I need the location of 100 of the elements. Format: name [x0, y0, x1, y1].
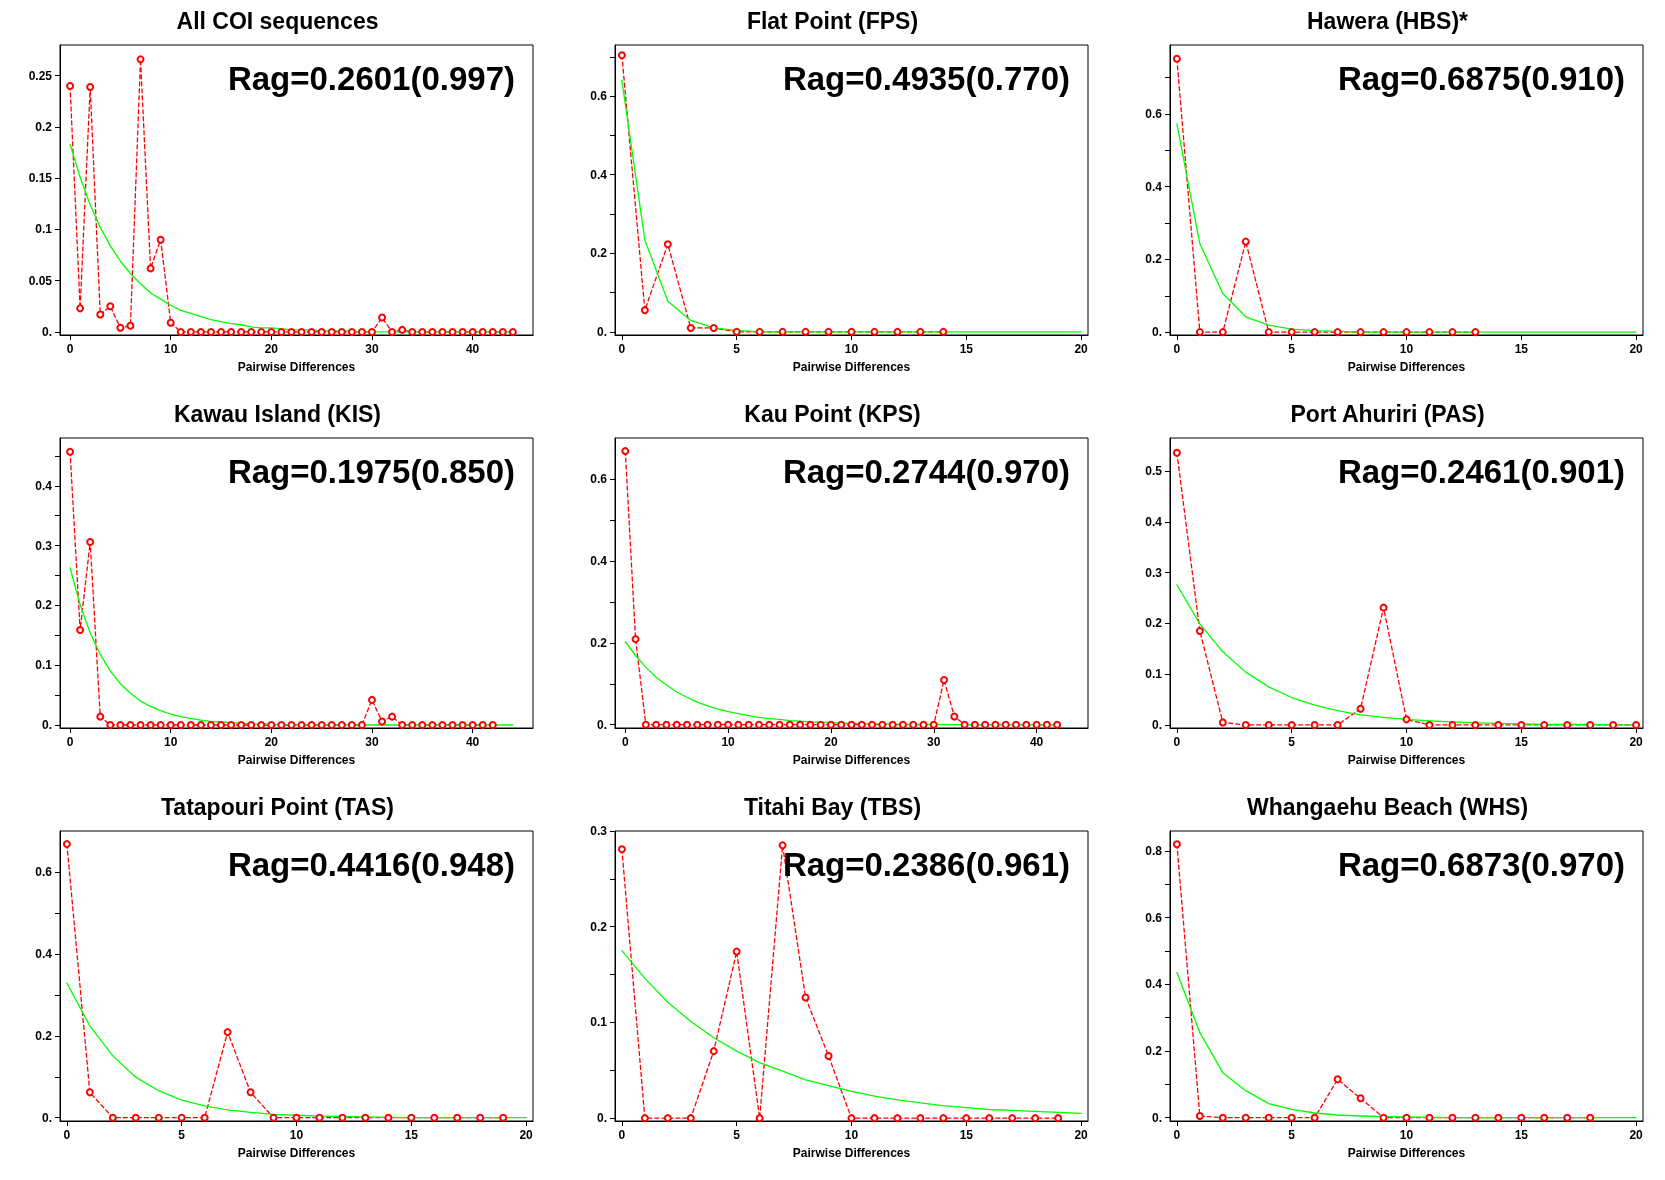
point [438, 327, 447, 336]
point [1356, 1094, 1365, 1103]
y-tick-label: 0.1 [1145, 667, 1163, 682]
point [378, 313, 387, 322]
x-tick-label: 20 [1074, 1128, 1089, 1142]
point [237, 327, 246, 336]
point [66, 81, 75, 90]
point [146, 721, 155, 730]
annotation: Rag=0.2461(0.901) [1337, 453, 1625, 490]
point [488, 721, 497, 730]
point [682, 720, 691, 729]
point [1287, 328, 1296, 337]
point [878, 720, 887, 729]
point [86, 538, 95, 547]
point [388, 327, 397, 336]
y-tick-label: 0. [596, 324, 607, 339]
x-tick-label: 20 [1629, 735, 1644, 749]
point [166, 318, 175, 327]
point [709, 323, 718, 332]
x-tick-label: 10 [844, 1128, 859, 1142]
y-tick-label: 0. [1151, 325, 1162, 340]
x-tick-label: 20 [1074, 342, 1089, 356]
point [438, 721, 447, 730]
point [398, 325, 407, 334]
point [458, 327, 467, 336]
point [755, 1114, 764, 1123]
x-tick-label: 0 [1173, 735, 1181, 749]
point [1563, 720, 1572, 729]
point [775, 720, 784, 729]
point [888, 720, 897, 729]
point [1031, 1114, 1040, 1123]
x-tick-label: 30 [927, 735, 941, 749]
point [476, 1113, 485, 1122]
x-axis-title: Pairwise Differences [1347, 1146, 1466, 1160]
x-tick-label: 20 [824, 735, 838, 749]
point [287, 721, 296, 730]
point [217, 721, 226, 730]
y-tick-label: 0.6 [590, 471, 608, 486]
y-tick-label: 0.4 [1145, 179, 1163, 194]
y-tick-label: 0.1 [35, 658, 53, 673]
point [1218, 718, 1227, 727]
y-tick-label: 0.3 [35, 538, 53, 553]
point [847, 1114, 856, 1123]
point [257, 721, 266, 730]
point [641, 720, 650, 729]
point [1471, 1113, 1480, 1122]
point [1540, 1113, 1549, 1122]
point [428, 327, 437, 336]
point [970, 720, 979, 729]
point [166, 721, 175, 730]
point [1333, 720, 1342, 729]
point [106, 721, 115, 730]
point [857, 720, 866, 729]
point [1494, 720, 1503, 729]
point [347, 721, 356, 730]
y-tick-label: 0. [596, 717, 607, 732]
chart-title: Flat Point (FPS) [746, 7, 919, 34]
y-tick-label: 0.6 [1145, 107, 1163, 122]
point [1586, 720, 1595, 729]
point [870, 1114, 879, 1123]
point [154, 1113, 163, 1122]
y-tick-label: 0.3 [1145, 565, 1163, 580]
point [916, 1114, 925, 1123]
point [1241, 1113, 1250, 1122]
y-tick-label: 0.6 [590, 89, 608, 104]
x-tick-label: 15 [959, 342, 974, 356]
point [1310, 720, 1319, 729]
point [663, 240, 672, 249]
x-axis-title: Pairwise Differences [1347, 360, 1466, 374]
point [801, 993, 810, 1002]
point [458, 721, 467, 730]
x-tick-label: 10 [164, 342, 178, 356]
point [732, 947, 741, 956]
point [847, 720, 856, 729]
point [1022, 720, 1031, 729]
x-tick-label: 0 [621, 735, 629, 749]
chart-title: Titahi Bay (TBS) [743, 793, 922, 820]
chart-title: Tatapouri Point (TAS) [161, 793, 394, 820]
point [86, 83, 95, 92]
point [991, 720, 1000, 729]
point [1379, 328, 1388, 337]
point [146, 264, 155, 273]
point [315, 1113, 324, 1122]
point [981, 720, 990, 729]
x-axis-title: Pairwise Differences [237, 753, 356, 767]
x-tick-label: 40 [1029, 735, 1044, 749]
x-tick-label: 5 [733, 342, 741, 356]
x-tick-label: 15 [1514, 735, 1529, 749]
point [1008, 1114, 1017, 1123]
point [388, 712, 397, 721]
point [357, 327, 366, 336]
y-tick-label: 0.6 [1145, 910, 1163, 925]
point [919, 720, 928, 729]
point [939, 1114, 948, 1123]
point [176, 721, 185, 730]
x-tick-label: 0 [1173, 1128, 1181, 1142]
point [950, 712, 959, 721]
point [1425, 1113, 1434, 1122]
point [929, 720, 938, 729]
y-tick-label: 0.4 [590, 167, 608, 182]
